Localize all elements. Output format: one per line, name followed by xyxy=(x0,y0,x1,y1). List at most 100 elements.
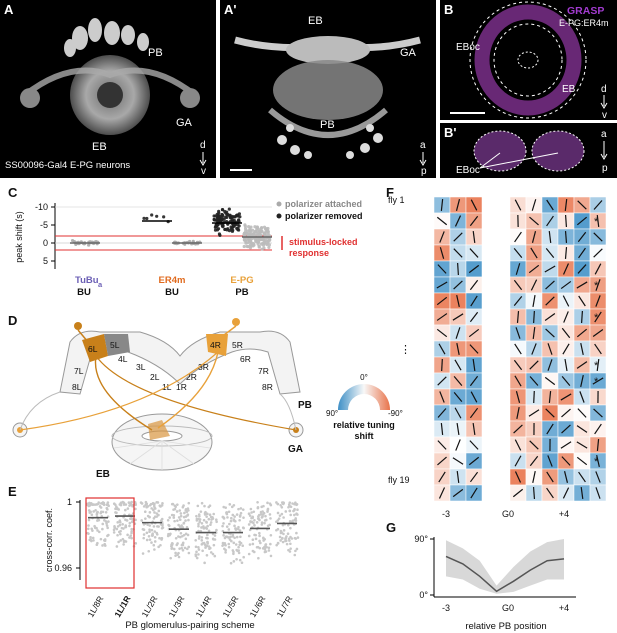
f-ellipsis: ⋮ xyxy=(400,344,411,356)
e-point xyxy=(248,543,252,546)
f-tick-line xyxy=(531,343,537,355)
e-point xyxy=(197,548,201,551)
g-xtick-p4: +4 xyxy=(559,603,569,613)
e-point xyxy=(148,530,151,534)
e-point xyxy=(143,510,147,513)
f-tick-line xyxy=(514,231,522,243)
panel-a2-axis-top: a xyxy=(420,140,426,151)
e-point xyxy=(198,514,201,518)
e-point xyxy=(233,536,236,540)
e-point xyxy=(174,536,178,540)
e-point xyxy=(264,514,267,518)
f-tick-line xyxy=(595,471,601,483)
f-tick-line xyxy=(576,216,588,226)
f-tick-line xyxy=(469,440,479,450)
e-point xyxy=(181,526,185,529)
e-point xyxy=(238,514,242,517)
e-point xyxy=(176,553,179,557)
e-point xyxy=(231,549,235,552)
e-point xyxy=(177,535,180,538)
f-tick-line xyxy=(561,456,571,466)
f-tick-line xyxy=(577,200,587,210)
glomerulus-4r xyxy=(206,334,228,356)
e-point xyxy=(195,517,199,521)
d-pb-label: PB xyxy=(298,400,312,411)
e-point xyxy=(180,546,184,550)
e-point xyxy=(205,527,209,530)
e-point xyxy=(222,522,225,525)
glom-label-5r: 5R xyxy=(232,340,243,350)
e-point xyxy=(181,541,185,545)
f-xtick-p4: +4 xyxy=(559,509,569,519)
e-point xyxy=(213,534,217,537)
f-tick-line xyxy=(529,216,539,226)
f-tick-line xyxy=(514,455,522,467)
f-tick-line xyxy=(544,265,556,273)
panel-a2-pb-label: PB xyxy=(320,119,335,131)
e-point xyxy=(294,519,298,522)
e-point xyxy=(215,518,218,521)
e-point xyxy=(126,507,130,510)
glom-label-2l: 2L xyxy=(150,372,160,382)
e-point xyxy=(276,502,279,506)
c-annotation-line1: stimulus-locked xyxy=(289,237,358,247)
e-point xyxy=(228,503,232,506)
f-tick-line xyxy=(533,390,535,404)
f-tick-line xyxy=(437,440,447,450)
c-point xyxy=(231,228,235,232)
e-point xyxy=(295,503,299,506)
e-point xyxy=(151,533,154,537)
g-xlabel: relative PB position xyxy=(465,621,546,632)
f-tick-line xyxy=(564,214,568,228)
e-point xyxy=(153,540,157,543)
e-point xyxy=(289,547,292,550)
f-tick-line xyxy=(576,281,588,289)
f-tick-line xyxy=(469,344,479,354)
e-point xyxy=(269,517,272,520)
e-point xyxy=(224,548,227,552)
e-point xyxy=(212,512,216,516)
e-point xyxy=(266,507,270,511)
e-xtick-5: 1L/5R xyxy=(220,594,240,619)
e-point xyxy=(115,545,119,548)
e-point xyxy=(201,542,204,545)
f-tick-line xyxy=(452,488,464,498)
f-tick-line xyxy=(578,247,586,259)
g-xtick-m3: -3 xyxy=(442,603,450,613)
f-tick-line xyxy=(532,294,536,308)
e-point xyxy=(198,518,202,521)
e-point xyxy=(206,533,209,537)
e-point xyxy=(288,509,292,513)
panel-a-axis-bottom: v xyxy=(201,166,206,177)
e-point xyxy=(235,535,239,539)
e-point xyxy=(105,522,108,525)
e-point xyxy=(225,525,229,528)
e-point xyxy=(153,511,156,514)
e-point xyxy=(147,549,151,553)
f-tick-line xyxy=(438,471,446,483)
e-point xyxy=(200,526,203,529)
g-mean-line xyxy=(445,555,565,593)
f-tick-line xyxy=(439,231,445,243)
e-point xyxy=(285,542,289,546)
f-xtick-m3: -3 xyxy=(442,509,450,519)
panel-e-xticks: 1L/8R 1L/1R 1L/2R 1L/3R 1L/4R 1L/5R 1L/6R 1L/7R xyxy=(85,594,294,619)
e-point xyxy=(250,511,253,514)
panel-a-ga-label: GA xyxy=(176,117,193,129)
c-point xyxy=(217,209,221,214)
e-point xyxy=(101,527,104,531)
e-point xyxy=(127,501,131,504)
e-point xyxy=(140,502,144,505)
panel-b-letter: B xyxy=(444,2,453,17)
e-point xyxy=(238,543,242,547)
c-point xyxy=(256,242,260,246)
e-point xyxy=(116,533,119,537)
e-point xyxy=(197,522,200,526)
e-point xyxy=(279,503,282,507)
e-point xyxy=(186,514,189,517)
e-point xyxy=(255,521,259,524)
e-point xyxy=(237,551,241,555)
c-point xyxy=(266,231,270,236)
c-point xyxy=(253,225,257,229)
e-point xyxy=(201,549,204,553)
